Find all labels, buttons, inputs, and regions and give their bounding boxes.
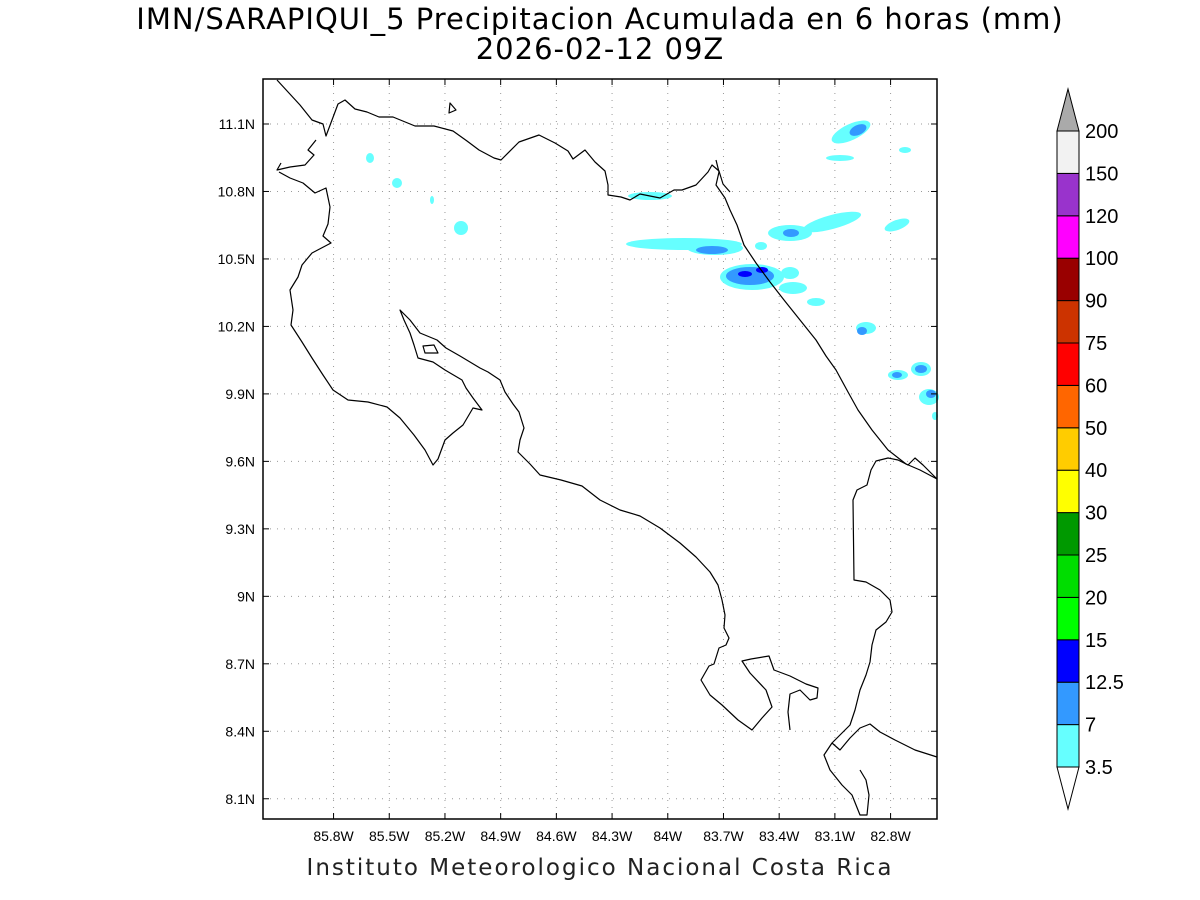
colorbar: 3.5 7 12.5 15 20 25 30 40 50 60 75 90 100 120 150 200 [1056,87,1124,811]
lat-tick-label: 8.7N [225,656,255,672]
nicaragua-border [276,79,731,201]
colorbar-swatch [1056,512,1080,556]
colorbar-label: 30 [1085,503,1107,525]
lon-tick-label: 85.2W [425,828,466,844]
precip-area [755,242,767,250]
colorbar-label: 120 [1085,206,1118,228]
precip-area [807,298,825,306]
precip-area [826,155,854,161]
colorbar-swatch [1056,384,1080,429]
colorbar-swatch [1056,724,1080,768]
lon-tick-label: 84.6W [536,828,577,844]
precip-area [849,124,867,136]
colorbar-swatch [1056,342,1080,386]
colorbar-label: 20 [1085,587,1107,609]
lon-tick-label: 82.8W [870,828,911,844]
colorbar-swatch [1056,215,1080,259]
colorbar-swatch [1056,172,1080,217]
precip-area [696,246,728,254]
lon-tick-label: 85.5W [369,828,410,844]
lat-tick-label: 10.5N [218,251,255,267]
colorbar-label: 3.5 [1085,757,1113,779]
lon-tick-label: 84.3W [592,828,633,844]
lat-tick-label: 8.4N [225,723,255,739]
lon-tick-label: 84.9W [480,828,521,844]
lon-tick-label: 85.8W [313,828,354,844]
colorbar-label: 7 [1085,715,1096,737]
precip-area [366,153,374,163]
institution-footer: Instituto Meteorologico Nacional Costa R… [306,855,894,881]
precip-area [392,178,402,188]
precip-area [781,267,799,279]
coastline-and-borders [276,79,938,816]
lat-tick-label: 11.1N [219,116,255,132]
lat-tick-label: 10.2N [218,318,255,334]
lon-tick-label: 83.7W [703,828,744,844]
precip-area [802,211,862,233]
precip-area [857,327,867,335]
colorbar-swatch [1056,427,1080,471]
map-title: IMN/SARAPIQUI_5 Precipitacion Acumulada … [136,2,1064,36]
colorbar-swatch [1056,639,1080,683]
colorbar-label: 90 [1085,291,1107,313]
colorbar-label: 200 [1085,121,1118,143]
colorbar-label: 50 [1085,418,1107,440]
colorbar-label: 60 [1085,375,1107,397]
lat-tick-label: 9.9N [225,386,255,402]
colorbar-label: 75 [1085,333,1107,355]
colorbar-label: 25 [1085,545,1107,567]
nicoya-island [422,344,439,354]
precip-area [779,282,807,294]
pacific-coast [276,139,819,731]
precip-area [892,372,902,378]
colorbar-swatch [1056,130,1080,174]
colorbar-swatch [1056,469,1080,514]
gridlines [263,79,937,819]
precipitation-field [366,120,939,420]
lat-tick-label: 10.8N [218,183,255,199]
map-panel: 85.8W 85.5W 85.2W 84.9W 84.6W 84.3W 84W 83.7W 83… [218,78,939,844]
colorbar-label: 40 [1085,460,1107,482]
lake-island [448,102,457,114]
colorbar-lower-arrow [1056,766,1080,811]
precip-area [899,147,911,153]
axis-ticks: 85.8W 85.5W 85.2W 84.9W 84.6W 84.3W 84W 83.7W 83… [218,79,937,844]
lon-tick-label: 84W [653,828,683,844]
precip-area [430,196,434,204]
precip-area [738,271,752,277]
colorbar-label: 15 [1085,630,1107,652]
precip-level-12-5 [738,267,768,277]
panama-border [823,457,938,816]
colorbar-swatch [1056,681,1080,726]
precip-area [915,365,927,373]
lat-tick-label: 9.6N [225,453,255,469]
lon-tick-label: 83.1W [815,828,856,844]
lon-tick-label: 83.4W [759,828,800,844]
colorbar-swatch [1056,257,1080,302]
colorbar-label: 150 [1085,163,1118,185]
colorbar-swatch [1056,87,1080,132]
precip-area [884,218,910,232]
colorbar-label: 100 [1085,248,1118,270]
lat-tick-label: 8.1N [225,791,255,807]
lat-tick-label: 9.3N [225,521,255,537]
precip-area [756,267,768,273]
colorbar-swatch [1056,300,1080,344]
lat-tick-label: 9N [237,588,255,604]
caribbean-coast [715,159,938,480]
precip-area [454,221,468,235]
colorbar-swatch [1056,554,1080,598]
plot-frame [262,78,938,820]
precip-area [783,229,799,237]
map-subtitle-datetime: 2026-02-12 09Z [475,32,725,66]
colorbar-label: 12.5 [1085,672,1124,694]
colorbar-swatch [1056,596,1080,641]
plot-background [263,79,937,819]
